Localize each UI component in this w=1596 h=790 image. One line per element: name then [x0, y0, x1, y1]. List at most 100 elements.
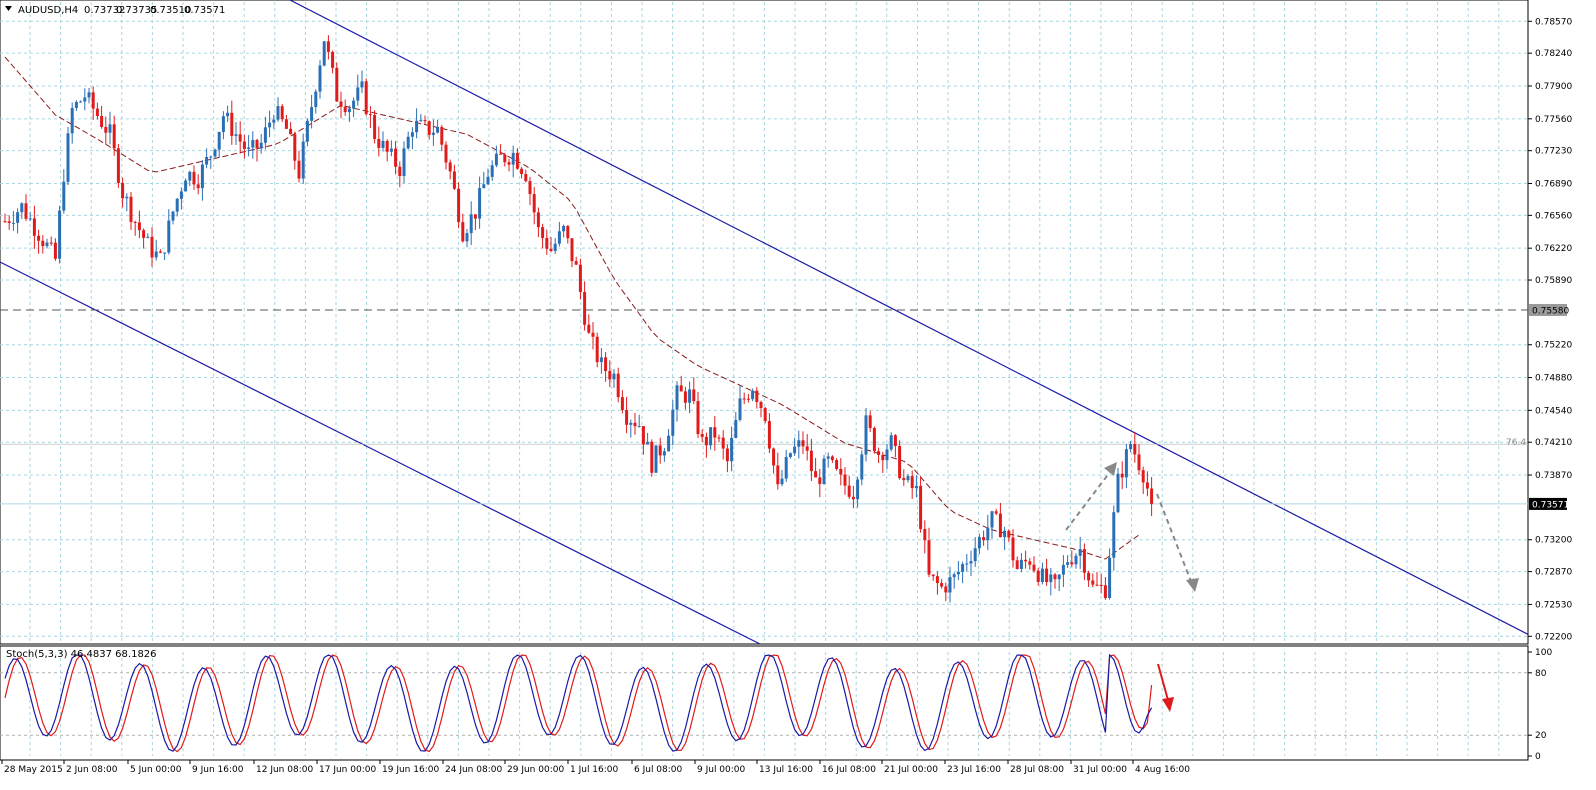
candle-body [730, 437, 734, 462]
candle-body [805, 446, 809, 451]
candle-body [448, 162, 452, 172]
candle-body [347, 108, 351, 113]
candle-body [637, 426, 641, 428]
candle-body [1091, 580, 1095, 585]
candle-body [461, 222, 465, 242]
candle-body [175, 198, 179, 212]
candle-body [37, 235, 41, 241]
candle-body [826, 456, 830, 459]
candle-body [259, 142, 263, 149]
candle-body [83, 97, 87, 102]
candle-body [755, 390, 759, 402]
candle-body [150, 236, 154, 258]
candle-body [200, 164, 204, 189]
candle-body [457, 188, 461, 223]
candle-body [1099, 584, 1103, 586]
candle-body [692, 389, 696, 402]
channel-lower-line [0, 261, 761, 645]
candle-body [646, 441, 650, 445]
candle-body [587, 324, 591, 333]
level-price-box [1529, 303, 1567, 316]
channel-upper-line [289, 0, 1529, 635]
time-tick-label: 29 Jun 00:00 [507, 765, 564, 775]
candle-body [70, 107, 74, 134]
candle-body [415, 120, 419, 133]
candle-body [944, 586, 948, 593]
candle-body [87, 92, 91, 98]
candles [3, 35, 1154, 603]
current-price-box [1529, 497, 1567, 510]
candle-body [377, 139, 381, 148]
candle-body [1066, 562, 1070, 565]
candle-body [171, 211, 175, 221]
candle-body [520, 168, 524, 175]
price-tick-label: 0.76560 [1535, 211, 1572, 221]
price-tick-label: 0.74880 [1535, 374, 1572, 384]
candle-body [742, 398, 746, 400]
candle-body [142, 230, 146, 238]
candle-body [1082, 549, 1086, 573]
price-tick-label: 0.74540 [1535, 406, 1572, 416]
candle-body [612, 373, 616, 380]
candle-body [360, 81, 364, 88]
candle-body [410, 132, 414, 137]
candle-body [373, 115, 377, 140]
time-tick-label: 9 Jul 00:00 [697, 765, 746, 775]
candle-body [910, 476, 914, 489]
candle-body [494, 153, 498, 166]
candle-body [675, 385, 679, 410]
candle-body [444, 144, 448, 163]
candle-body [721, 437, 725, 449]
candle-body [1087, 572, 1091, 581]
candle-body [242, 141, 246, 149]
candle-body [511, 152, 515, 165]
candle-body [1057, 574, 1061, 580]
candle-body [7, 221, 11, 223]
candle-body [679, 385, 683, 392]
candle-body [423, 120, 427, 122]
candle-body [247, 147, 251, 149]
price-tick-label: 0.77900 [1535, 82, 1572, 92]
candle-body [1024, 559, 1028, 562]
candle-body [725, 448, 729, 462]
price-tick-label: 0.77230 [1535, 147, 1572, 157]
candle-body [24, 203, 28, 219]
candle-body [419, 120, 423, 122]
candle-body [881, 455, 885, 461]
candle-body [322, 41, 326, 66]
candle-body [79, 101, 83, 103]
time-tick-label: 17 Jun 00:00 [319, 765, 376, 775]
candle-body [226, 112, 230, 117]
candle-body [352, 100, 356, 109]
candle-body [595, 336, 599, 363]
candle-body [683, 391, 687, 403]
candle-body [814, 471, 818, 478]
candle-body [599, 357, 603, 363]
candle-body [499, 153, 503, 155]
candle-body [562, 225, 566, 232]
candle-body [406, 136, 410, 149]
candle-body [133, 221, 137, 223]
candle-body [280, 106, 284, 120]
candle-body [776, 465, 780, 485]
candle-body [759, 401, 763, 408]
stoch-down-arrow-head-icon [1162, 697, 1174, 712]
candle-body [818, 477, 822, 484]
candle-body [205, 157, 209, 165]
dropdown-triangle-icon[interactable] [5, 6, 12, 11]
stoch-tick-label: 100 [1535, 648, 1552, 658]
candle-body [717, 437, 721, 439]
candle-body [1078, 549, 1082, 556]
candle-body [1103, 585, 1107, 599]
candle-body [137, 222, 141, 231]
candle-body [952, 574, 956, 578]
candle-body [847, 485, 851, 497]
candle-body [948, 577, 952, 593]
candle-body [1036, 570, 1040, 582]
candle-body [872, 427, 876, 452]
candle-body [923, 528, 927, 541]
candle-body [570, 238, 574, 262]
time-tick-label: 24 Jun 08:00 [445, 765, 502, 775]
candle-body [1116, 473, 1120, 513]
